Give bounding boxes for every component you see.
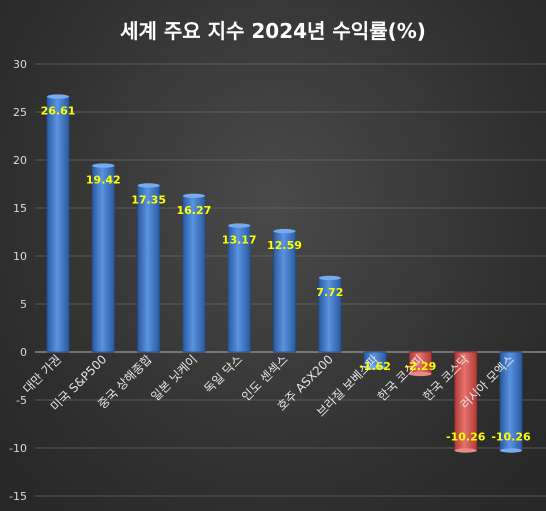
bar-cap bbox=[318, 275, 341, 281]
bar-cap bbox=[500, 448, 522, 453]
x-tick-label: 독일 닥스 bbox=[201, 352, 245, 396]
data-label: 7.72 bbox=[316, 286, 343, 299]
data-label: 12.59 bbox=[267, 239, 302, 252]
y-tick-label: 30 bbox=[13, 58, 27, 71]
bar-cap bbox=[409, 371, 432, 377]
data-label: 17.35 bbox=[131, 193, 166, 206]
bar bbox=[46, 96, 70, 353]
data-label: -10.26 bbox=[446, 430, 486, 443]
y-tick-label: 10 bbox=[13, 250, 27, 263]
bar-cap bbox=[137, 183, 160, 188]
bar-cap bbox=[273, 228, 296, 234]
bar bbox=[137, 185, 161, 353]
x-tick-label: 일본 닛케이 bbox=[148, 352, 200, 404]
bar-cap bbox=[454, 448, 477, 453]
y-tick-label: -15 bbox=[9, 490, 27, 503]
data-label: -10.26 bbox=[491, 430, 531, 443]
bar-cap bbox=[182, 193, 205, 199]
bar bbox=[182, 195, 206, 353]
data-label: -2.29 bbox=[405, 360, 437, 373]
y-tick-label: 15 bbox=[13, 202, 27, 215]
bar bbox=[91, 165, 115, 353]
bar-cap bbox=[47, 94, 69, 99]
y-tick-label: 25 bbox=[13, 106, 27, 119]
chart-title: 세계 주요 지수 2024년 수익률(%) bbox=[120, 19, 426, 43]
data-label: 19.42 bbox=[86, 174, 121, 187]
data-label: 26.61 bbox=[41, 105, 76, 118]
bar-cap bbox=[364, 365, 387, 370]
data-label: -1.62 bbox=[359, 360, 391, 373]
y-tick-label: -5 bbox=[16, 394, 27, 407]
data-label: 16.27 bbox=[177, 204, 212, 217]
data-label: 13.17 bbox=[222, 234, 257, 247]
bar-cap bbox=[228, 223, 251, 228]
bar-cap bbox=[92, 163, 115, 168]
y-tick-label: 5 bbox=[20, 298, 27, 311]
y-tick-label: 20 bbox=[13, 154, 27, 167]
y-tick-label: -10 bbox=[9, 442, 27, 455]
y-tick-label: 0 bbox=[20, 346, 27, 359]
